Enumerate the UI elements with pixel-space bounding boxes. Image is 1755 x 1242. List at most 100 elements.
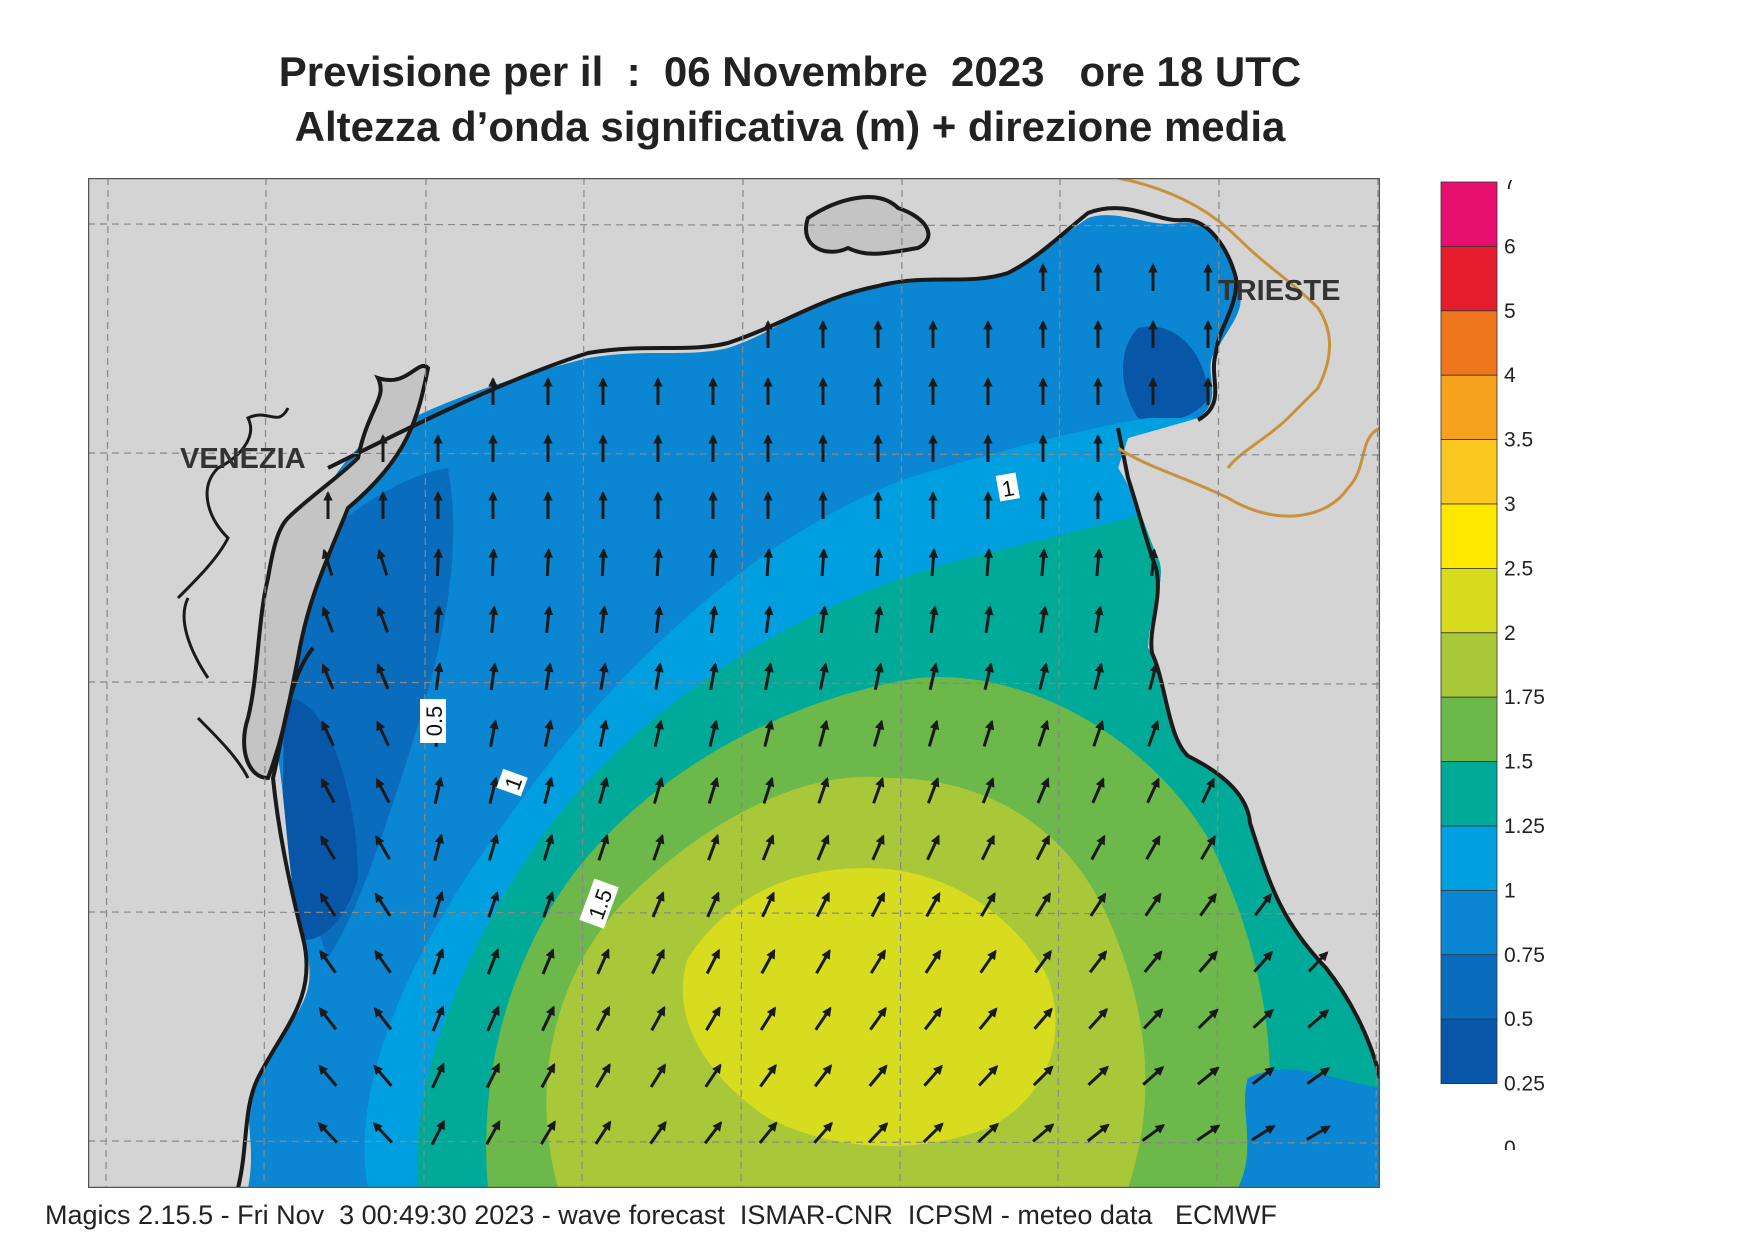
direction-arrow	[542, 833, 555, 861]
direction-arrow	[1307, 951, 1329, 973]
legend-swatch	[1440, 246, 1498, 312]
direction-arrow	[373, 1064, 393, 1087]
legend-label: 1.5	[1504, 751, 1533, 774]
direction-arrow	[649, 1120, 667, 1145]
direction-arrow	[489, 719, 499, 748]
direction-arrow	[595, 1063, 611, 1088]
direction-arrow	[980, 834, 996, 861]
direction-arrow	[1253, 950, 1273, 973]
direction-arrow	[873, 548, 884, 577]
direction-arrow	[486, 1005, 500, 1032]
direction-arrow	[929, 605, 939, 634]
direction-arrow	[1143, 950, 1163, 974]
direction-arrow	[981, 777, 995, 804]
legend-label: 1.75	[1504, 686, 1545, 709]
contour-label-0-5: 0.5	[420, 699, 447, 743]
direction-arrow	[595, 1005, 611, 1032]
direction-arrow	[488, 776, 499, 804]
legend-label: 0.25	[1504, 1073, 1545, 1096]
direction-arrow	[709, 662, 719, 691]
legend-label: 5	[1504, 300, 1516, 323]
color-scale-legend: 7 6 5 4 3.5 3 2.5 2 1.75 1.5 1.25 1 0.75 0.5 0.25 0	[1440, 180, 1545, 1150]
direction-arrow	[1091, 777, 1105, 804]
direction-arrow	[926, 777, 940, 804]
direction-arrow	[1199, 892, 1217, 917]
direction-arrow	[1088, 1007, 1108, 1030]
direction-arrow	[708, 605, 719, 634]
direction-arrow	[813, 1064, 833, 1088]
direction-arrow	[815, 949, 831, 974]
direction-arrow	[706, 891, 720, 918]
direction-arrow	[430, 1119, 446, 1146]
direction-arrow	[758, 1121, 778, 1144]
direction-arrow	[487, 833, 500, 861]
direction-arrow	[708, 548, 719, 577]
direction-arrow	[1147, 719, 1160, 747]
direction-arrow	[761, 834, 775, 861]
direction-arrow	[376, 720, 390, 747]
direction-arrow	[541, 948, 555, 975]
direction-arrow	[649, 1063, 667, 1088]
direction-arrow	[376, 548, 389, 576]
direction-arrow	[598, 605, 609, 634]
direction-arrow	[1142, 1066, 1165, 1086]
legend-label: 0	[1504, 1137, 1516, 1150]
direction-arrow	[432, 890, 445, 918]
legend-swatch	[1440, 181, 1498, 247]
direction-arrow	[923, 1064, 943, 1087]
direction-arrow	[1034, 892, 1052, 917]
direction-arrow	[1037, 719, 1050, 747]
band-se	[1238, 1069, 1380, 1188]
direction-arrow	[817, 776, 830, 804]
direction-arrow	[762, 776, 775, 804]
direction-arrow	[374, 892, 392, 917]
direction-arrow	[540, 1120, 556, 1145]
direction-arrow	[761, 891, 775, 918]
direction-arrow	[652, 776, 665, 804]
direction-arrow	[818, 719, 830, 747]
direction-arrow	[1251, 1066, 1275, 1086]
graticule	[88, 178, 1380, 1188]
direction-arrow	[543, 719, 554, 748]
direction-arrow	[978, 1065, 999, 1087]
direction-arrow	[318, 1007, 338, 1031]
legend-swatch	[1440, 567, 1498, 634]
direction-arrow	[1089, 892, 1107, 917]
direction-arrow	[541, 1005, 555, 1032]
direction-arrow	[1088, 950, 1108, 974]
direction-arrow	[594, 1120, 612, 1145]
direction-arrow	[317, 1122, 338, 1144]
wave-direction-arrows	[317, 263, 1331, 1146]
direction-arrow	[1033, 1007, 1053, 1030]
direction-arrow	[1032, 1123, 1055, 1143]
direction-arrow	[599, 662, 609, 691]
direction-arrow	[373, 1007, 393, 1031]
direction-arrow	[1038, 662, 1049, 690]
coastline	[236, 206, 1380, 1188]
direction-arrow	[703, 1121, 723, 1145]
direction-arrow	[1035, 834, 1051, 861]
direction-arrow	[704, 1063, 722, 1088]
direction-arrow	[1039, 605, 1049, 634]
direction-arrow	[653, 548, 664, 577]
direction-arrow	[376, 663, 390, 690]
direction-arrow	[869, 949, 887, 974]
direction-arrow	[485, 1062, 501, 1089]
direction-arrow	[1252, 1008, 1274, 1029]
direction-arrow	[707, 833, 720, 861]
direction-arrow	[983, 662, 994, 691]
legend-swatch	[1440, 954, 1498, 1020]
direction-arrow	[433, 776, 444, 805]
direction-arrow	[925, 891, 941, 918]
direction-arrow	[372, 1122, 393, 1144]
direction-arrow	[318, 1064, 338, 1087]
legend-label: 2	[1504, 622, 1516, 645]
direction-arrow	[982, 719, 995, 747]
direction-arrow	[873, 662, 884, 691]
direction-arrow	[487, 890, 500, 918]
legend-label: 0.75	[1504, 944, 1545, 967]
direction-arrow	[486, 948, 500, 975]
direction-arrow	[431, 1062, 445, 1089]
direction-arrow	[321, 548, 334, 576]
direction-arrow	[813, 1121, 833, 1144]
